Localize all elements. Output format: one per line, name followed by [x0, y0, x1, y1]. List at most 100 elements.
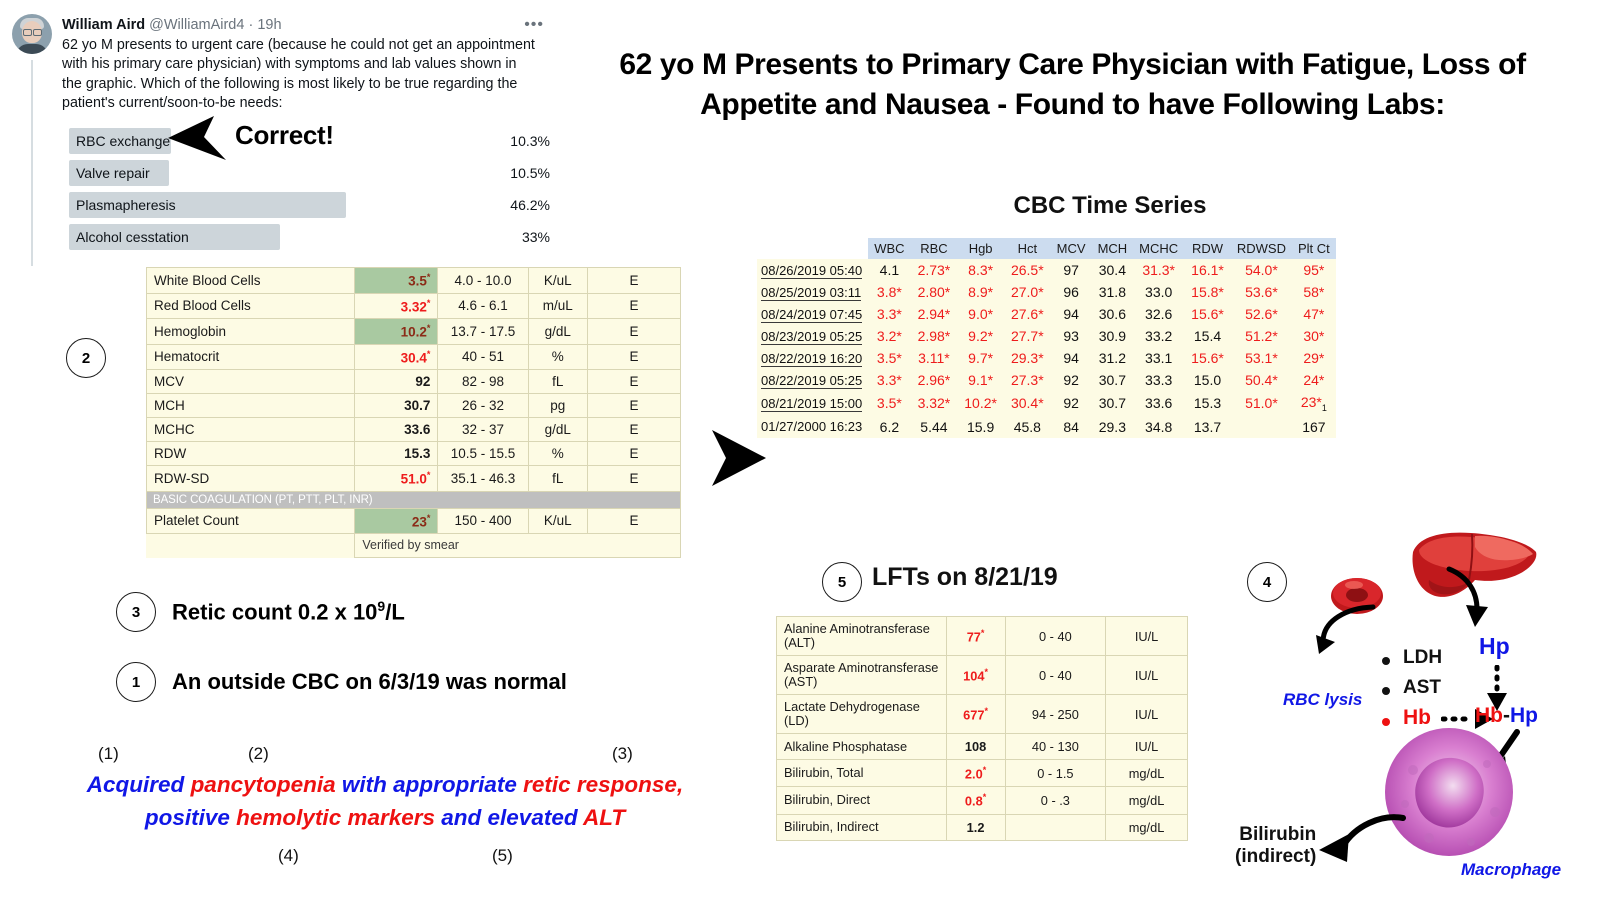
- unit: %: [527, 343, 588, 370]
- macrophage-to-bilirubin-arrow-icon: [1319, 814, 1406, 862]
- avatar[interactable]: [12, 14, 52, 54]
- more-options-icon[interactable]: •••: [524, 16, 544, 33]
- poll-option[interactable]: Valve repair 10.5%: [62, 158, 552, 190]
- table-row: MCH 30.7 26 - 32 pg E: [145, 393, 682, 418]
- poll-option[interactable]: RBC exchange 10.3%: [62, 126, 552, 158]
- tweet-timestamp[interactable]: 19h: [257, 17, 282, 33]
- lab-value: 2.80*: [910, 281, 958, 303]
- table-row: Hematocrit 30.4* 40 - 51% E: [145, 343, 682, 370]
- poll-bar: [69, 128, 171, 154]
- unit: fL: [527, 465, 588, 492]
- lab-value: 15.6*: [1184, 303, 1231, 325]
- unit: mg/dL: [1105, 813, 1188, 841]
- lab-value: 34.8: [1133, 415, 1185, 438]
- tweet-handle[interactable]: @WilliamAird4: [149, 17, 245, 33]
- table-row: Bilirubin, Indirect 1.2 mg/dL: [776, 813, 1188, 841]
- lab-name: Asparate Aminotransferase (AST): [776, 655, 947, 695]
- retic-prefix: Retic count 0.2 x 10: [172, 599, 378, 625]
- column-header: Hct: [1003, 238, 1051, 259]
- lab-value: 4.1: [868, 259, 911, 281]
- column-header: MCV: [1050, 238, 1092, 259]
- time-series-table-wrapper: WBC RBC Hgb Hct MCV MCH MCHC RDW RDWSD Plt Ct 08/…: [757, 238, 1336, 438]
- tweet-author-name[interactable]: William Aird: [62, 17, 146, 33]
- unit: IU/L: [1105, 694, 1188, 734]
- unit: mg/dL: [1105, 786, 1188, 815]
- lab-value: 27.7*: [1003, 325, 1051, 347]
- lab-value: 30.7: [1091, 369, 1134, 391]
- lab-value: 32.6: [1133, 303, 1185, 325]
- table-row: Lactate Dehydrogenase (LD) 677* 94 - 250 IU…: [776, 694, 1188, 734]
- tweet-separator: ·: [248, 17, 254, 33]
- lab-value: 10.2*: [957, 391, 1004, 416]
- flag: E: [586, 267, 682, 294]
- lab-value: 23*: [354, 507, 439, 534]
- result-date-link[interactable]: 08/24/2019 07:45: [757, 303, 869, 325]
- poll-option-label: RBC exchange: [76, 133, 171, 149]
- poll-option[interactable]: Alcohol cesstation 33%: [62, 222, 552, 254]
- lab-value: 23*1: [1291, 391, 1336, 416]
- reference-range: 0 - 1.5: [1004, 758, 1107, 788]
- footer-spacer: [146, 533, 355, 557]
- unit: pg: [527, 393, 588, 418]
- lab-value: 167: [1291, 415, 1336, 438]
- lab-value: 92: [1050, 369, 1092, 391]
- lab-name: Bilirubin, Indirect: [776, 813, 947, 841]
- lab-value: 92: [1050, 391, 1092, 416]
- reference-range: 26 - 32: [437, 393, 529, 418]
- tweet-body-text: 62 yo M presents to urgent care (because…: [62, 37, 535, 111]
- lab-value: 30.7: [1091, 391, 1134, 416]
- right-pointing-arrow-icon: [712, 430, 766, 486]
- flag: E: [586, 318, 682, 345]
- cbc-time-series-table: WBC RBC Hgb Hct MCV MCH MCHC RDW RDWSD Plt Ct 08/…: [757, 238, 1336, 438]
- result-date-link[interactable]: 08/26/2019 05:40: [757, 259, 869, 281]
- result-date-link[interactable]: 08/21/2019 15:00: [757, 391, 869, 416]
- page-title: 62 yo M Presents to Primary Care Physici…: [619, 48, 1526, 121]
- table-row: 08/26/2019 05:40 4.1 2.73* 8.3* 26.5* 97 30.4 3…: [757, 259, 1336, 281]
- result-date-link[interactable]: 08/22/2019 16:20: [757, 347, 869, 369]
- lab-value: 27.3*: [1003, 369, 1051, 391]
- macrophage-icon: [1385, 728, 1513, 856]
- table-row: Platelet Count 23* 150 - 400 K/uL E: [145, 507, 682, 534]
- lab-value: 58*: [1291, 281, 1336, 303]
- lab-value: 47*: [1291, 303, 1336, 325]
- reference-range: 40 - 130: [1004, 733, 1107, 760]
- lab-name: Alkaline Phosphatase: [776, 733, 947, 760]
- reference-range: 0 - .3: [1004, 786, 1107, 815]
- lab-value: 3.32*: [910, 391, 958, 416]
- conclusion-segment: and elevated: [441, 805, 584, 830]
- table-row: Alanine Aminotransferase (ALT) 77* 0 - 40 I…: [776, 616, 1188, 656]
- column-header: Hgb: [957, 238, 1004, 259]
- conclusion-segment: positive: [144, 805, 237, 830]
- conclusion-marker-4: (4): [278, 846, 299, 865]
- reference-range: 4.6 - 6.1: [437, 292, 529, 319]
- conclusion-segment: with appropriate: [341, 772, 524, 797]
- lab-name: Alanine Aminotransferase (ALT): [776, 616, 947, 656]
- lab-value: 1.2: [945, 813, 1006, 841]
- column-header: MCHC: [1133, 238, 1185, 259]
- poll-option-label: Alcohol cesstation: [76, 229, 189, 245]
- lab-name: Bilirubin, Direct: [776, 786, 947, 815]
- result-date-link[interactable]: 08/23/2019 05:25: [757, 325, 869, 347]
- poll-option[interactable]: Plasmapheresis 46.2%: [62, 190, 552, 222]
- hp-to-hbhp-dotted-arrow-icon: [1487, 665, 1507, 711]
- lab-value: 26.5*: [1003, 259, 1051, 281]
- table-row: Hemoglobin 10.2* 13.7 - 17.5 g/dL E: [145, 318, 682, 345]
- marker-3: 3: [116, 592, 156, 632]
- lab-value: 94: [1050, 303, 1092, 325]
- lab-value: 2.0*: [945, 758, 1006, 788]
- conclusion-marker-3: (3): [612, 744, 633, 763]
- lab-value: 95*: [1291, 259, 1336, 281]
- lab-value: 51.0*: [354, 465, 439, 492]
- lab-name: RDW: [145, 441, 356, 466]
- result-date-link[interactable]: 08/22/2019 05:25: [757, 369, 869, 391]
- lab-value: 2.98*: [910, 325, 958, 347]
- table-row: White Blood Cells 3.5* 4.0 - 10.0 K/uL E: [145, 267, 682, 294]
- liver-icon: [1412, 532, 1537, 597]
- lab-value: 45.8: [1003, 415, 1051, 438]
- result-date-link[interactable]: 08/25/2019 03:11: [757, 281, 869, 303]
- lab-name: MCH: [145, 393, 356, 418]
- lab-value: 8.9*: [957, 281, 1004, 303]
- flag: E: [586, 292, 682, 319]
- table-row: MCV 92 82 - 98 fL E: [145, 369, 682, 394]
- reference-range: 10.5 - 15.5: [437, 441, 529, 466]
